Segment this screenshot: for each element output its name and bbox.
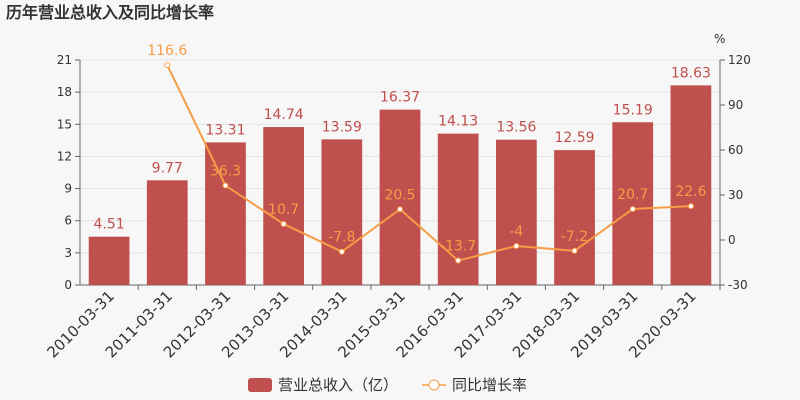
legend-label: 营业总收入（亿） — [278, 376, 398, 394]
y-tick-label: 15 — [57, 117, 72, 131]
line-value-label: -4 — [509, 224, 523, 240]
line-point — [629, 205, 636, 212]
chart-title: 历年营业总收入及同比增长率 — [6, 3, 214, 22]
bar-value-label: 14.74 — [264, 107, 304, 123]
y2-tick-label: 90 — [728, 98, 743, 112]
line-point — [164, 62, 171, 69]
bar — [263, 127, 304, 285]
line-value-label: 20.7 — [617, 187, 648, 203]
y2-axis-label: % — [714, 32, 725, 46]
line-point — [222, 182, 229, 189]
line-point — [455, 257, 462, 264]
line-point — [397, 206, 403, 213]
bar — [670, 85, 712, 286]
y2-tick-label: 30 — [728, 188, 743, 202]
line-value-label: 10.7 — [268, 202, 299, 218]
bar — [88, 236, 130, 285]
y-tick-label: 3 — [64, 246, 72, 260]
bar-value-label: 13.31 — [205, 122, 245, 138]
y-tick-label: 6 — [64, 214, 72, 228]
bar — [321, 139, 363, 285]
line-value-label: -7.8 — [328, 230, 355, 246]
y2-tick-label: 0 — [728, 233, 736, 247]
line-point — [280, 220, 287, 227]
bar — [146, 180, 188, 285]
y2-tick-label: 60 — [728, 143, 743, 157]
legend-swatch — [248, 378, 272, 392]
bar-value-label: 12.59 — [554, 130, 594, 146]
bar-value-label: 13.59 — [322, 119, 362, 135]
bar-value-label: 16.37 — [380, 90, 420, 106]
bar — [205, 142, 246, 285]
bar-value-label: 18.63 — [671, 65, 711, 81]
legend: 营业总收入（亿） 同比增长率 — [248, 376, 527, 394]
y-tick-label: 21 — [57, 53, 72, 67]
bar — [496, 139, 537, 285]
line-point — [338, 248, 345, 255]
bar-value-label: 9.77 — [152, 160, 183, 176]
y-tick-label: 18 — [57, 85, 72, 99]
y-tick-label: 9 — [64, 182, 72, 196]
y2-tick-label: -30 — [728, 278, 748, 292]
bar-value-label: 14.13 — [438, 114, 478, 130]
y-tick-label: 12 — [57, 149, 72, 163]
bar — [379, 109, 421, 285]
line-value-label: 36.3 — [210, 164, 241, 180]
bar — [554, 150, 595, 285]
line-value-label: -7.2 — [561, 229, 588, 245]
bar-value-label: 15.19 — [613, 102, 653, 118]
y-tick-label: 0 — [64, 278, 72, 292]
bar-value-label: 13.56 — [496, 120, 536, 136]
line-value-label: -13.7 — [440, 239, 476, 255]
legend-swatch — [428, 379, 440, 391]
line-value-label: 20.5 — [384, 187, 415, 203]
y2-tick-label: 120 — [728, 53, 751, 67]
bar — [612, 122, 654, 285]
line-point — [571, 247, 578, 254]
bar-value-label: 4.51 — [94, 217, 125, 233]
line — [166, 64, 691, 262]
line-value-label: 22.6 — [675, 184, 706, 200]
legend-label: 同比增长率 — [452, 376, 527, 394]
line-value-label: 116.6 — [147, 43, 187, 59]
line-point — [513, 243, 520, 249]
line-point — [687, 203, 694, 210]
